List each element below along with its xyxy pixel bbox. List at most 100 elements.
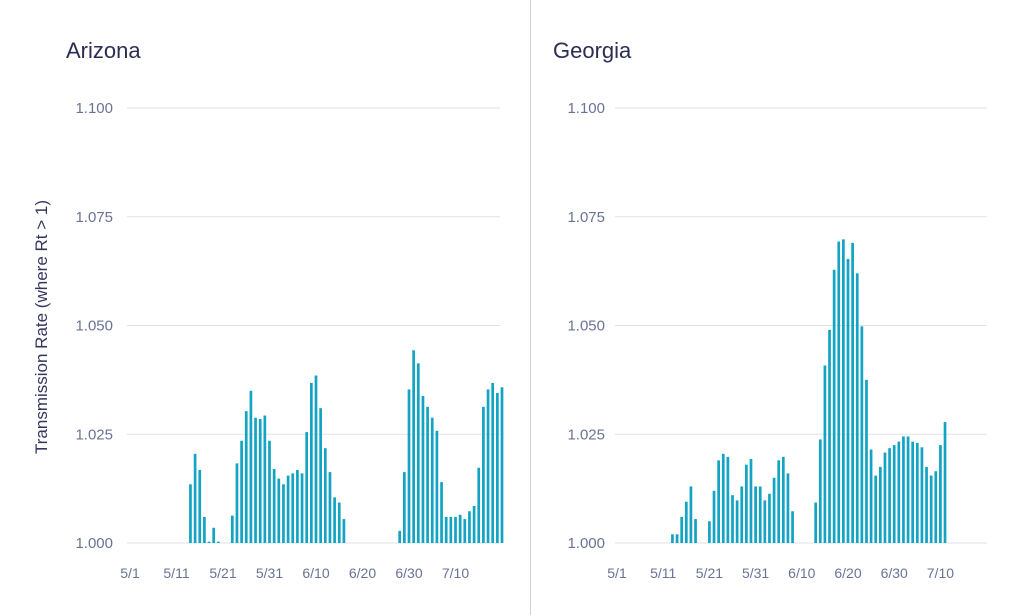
bar-arizona	[342, 519, 346, 543]
y-tick-label: 1.050	[75, 318, 113, 335]
bar-georgia	[934, 471, 938, 543]
bar-arizona	[240, 440, 243, 543]
bar-arizona	[421, 395, 425, 543]
bar-georgia	[758, 486, 762, 543]
bar-arizona	[193, 453, 197, 543]
bar-arizona	[300, 473, 304, 543]
bar-arizona	[305, 432, 309, 543]
bar-georgia	[694, 519, 697, 543]
bar-georgia	[721, 453, 725, 543]
bar-georgia	[920, 447, 924, 543]
bar-georgia	[763, 500, 767, 543]
x-tick-label: 6/30	[881, 565, 908, 581]
bar-arizona	[203, 516, 206, 543]
x-tick-label: 5/31	[256, 565, 283, 581]
bar-arizona	[463, 519, 467, 543]
bar-arizona	[496, 392, 499, 543]
x-tick-label: 5/21	[209, 565, 236, 581]
bar-arizona	[449, 516, 453, 543]
bar-georgia	[740, 486, 744, 543]
bar-arizona	[468, 511, 471, 543]
bar-georgia	[869, 449, 873, 543]
bar-georgia	[689, 486, 693, 543]
bar-arizona	[444, 516, 448, 543]
bar-georgia	[929, 475, 933, 543]
x-tick-label: 5/1	[607, 565, 627, 581]
x-tick-label: 6/30	[395, 565, 422, 581]
bar-georgia	[749, 459, 753, 543]
bar-arizona	[482, 406, 485, 543]
x-tick-label: 5/21	[696, 565, 723, 581]
bar-arizona	[500, 387, 504, 543]
bar-georgia	[892, 445, 896, 543]
x-tick-label: 6/20	[834, 565, 861, 581]
bar-arizona	[230, 515, 234, 543]
bar-arizona	[310, 382, 313, 543]
x-tick-label: 5/11	[163, 565, 189, 581]
bar-georgia	[846, 258, 850, 543]
bar-arizona	[296, 469, 299, 543]
x-tick-label: 6/10	[302, 565, 329, 581]
x-tick-label: 5/1	[120, 565, 140, 581]
bar-arizona	[249, 390, 253, 543]
bar-arizona	[398, 530, 402, 543]
bar-arizona	[412, 350, 415, 543]
bar-georgia	[888, 448, 891, 543]
bar-georgia	[818, 439, 822, 543]
bar-georgia	[708, 521, 711, 543]
bar-arizona	[282, 484, 285, 543]
bar-arizona	[291, 473, 295, 543]
bar-arizona	[286, 475, 290, 543]
bar-arizona	[472, 506, 476, 543]
bar-arizona	[407, 389, 411, 543]
bar-georgia	[874, 475, 878, 543]
bar-georgia	[943, 422, 947, 543]
bar-arizona	[272, 469, 276, 543]
bar-arizona	[244, 411, 248, 543]
bar-arizona	[435, 430, 439, 543]
bar-georgia	[902, 436, 905, 543]
bar-arizona	[454, 516, 457, 543]
bar-georgia	[832, 269, 836, 543]
x-tick-label: 7/10	[442, 565, 469, 581]
bar-arizona	[458, 514, 462, 543]
x-tick-label: 6/20	[349, 565, 376, 581]
bar-arizona	[207, 541, 211, 543]
bar-arizona	[328, 472, 332, 543]
x-tick-label: 5/11	[650, 565, 676, 581]
bar-georgia	[781, 456, 785, 543]
bar-arizona	[416, 363, 420, 543]
bar-georgia	[680, 516, 684, 543]
bar-georgia	[777, 460, 781, 543]
bar-georgia	[684, 501, 688, 543]
bar-georgia	[842, 239, 845, 543]
bar-arizona	[319, 408, 322, 543]
y-tick-label: 1.025	[75, 426, 113, 443]
bar-arizona	[314, 375, 318, 543]
bar-georgia	[865, 379, 868, 543]
y-tick-label: 1.000	[75, 535, 113, 552]
bar-georgia	[837, 241, 841, 544]
bar-arizona	[198, 469, 202, 543]
panel-divider	[530, 0, 531, 615]
bar-georgia	[772, 477, 776, 543]
bar-georgia	[860, 326, 864, 543]
bar-arizona	[333, 497, 336, 543]
y-tick-label: 1.100	[567, 100, 605, 117]
bar-georgia	[754, 486, 757, 543]
bar-arizona	[486, 389, 490, 543]
bar-georgia	[897, 441, 901, 543]
bar-arizona	[212, 527, 216, 543]
bar-georgia	[791, 511, 794, 543]
bar-georgia	[823, 365, 827, 543]
y-tick-label: 1.000	[567, 535, 605, 552]
bar-georgia	[726, 456, 730, 543]
bar-georgia	[814, 502, 818, 543]
bar-arizona	[235, 463, 239, 543]
bar-georgia	[786, 473, 790, 543]
bar-georgia	[851, 242, 854, 543]
bar-georgia	[906, 436, 910, 543]
bar-arizona	[477, 467, 481, 543]
bar-georgia	[911, 441, 915, 543]
x-tick-label: 6/10	[788, 565, 815, 581]
